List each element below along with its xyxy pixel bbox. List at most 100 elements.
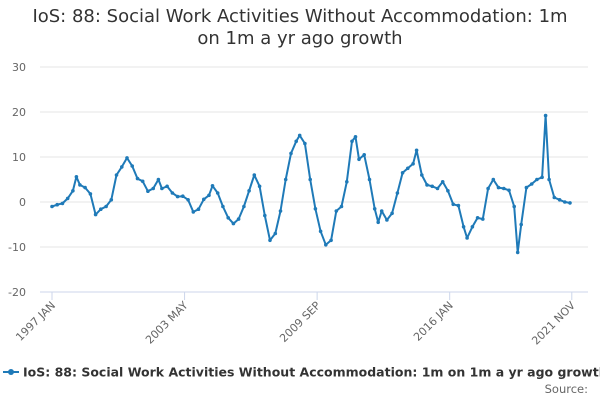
data-point[interactable]	[568, 201, 572, 205]
data-point[interactable]	[257, 184, 262, 189]
data-point[interactable]	[104, 204, 108, 209]
data-point[interactable]	[236, 217, 241, 221]
data-point[interactable]	[379, 209, 384, 213]
data-point[interactable]	[345, 180, 349, 184]
data-point[interactable]	[196, 207, 201, 211]
data-point[interactable]	[215, 191, 220, 195]
data-point[interactable]	[456, 203, 461, 208]
data-point[interactable]	[247, 189, 251, 193]
data-point[interactable]	[308, 177, 313, 182]
data-point[interactable]	[420, 173, 424, 177]
data-point[interactable]	[470, 225, 475, 229]
data-point[interactable]	[93, 212, 98, 217]
data-point[interactable]	[507, 188, 511, 193]
data-point[interactable]	[202, 197, 206, 202]
data-point[interactable]	[146, 189, 150, 193]
data-point[interactable]	[406, 166, 410, 171]
data-point[interactable]	[414, 148, 419, 153]
data-point[interactable]	[435, 186, 440, 191]
data-point[interactable]	[130, 164, 134, 168]
data-point[interactable]	[324, 243, 328, 247]
data-point[interactable]	[297, 133, 302, 138]
data-point[interactable]	[318, 229, 323, 234]
data-point[interactable]	[357, 157, 361, 162]
data-point[interactable]	[83, 185, 87, 190]
data-point[interactable]	[400, 171, 405, 175]
data-point[interactable]	[425, 183, 429, 187]
data-point[interactable]	[515, 250, 520, 255]
data-point[interactable]	[535, 177, 539, 182]
data-point[interactable]	[547, 177, 551, 182]
data-point[interactable]	[283, 177, 288, 182]
data-point[interactable]	[210, 184, 215, 188]
data-point[interactable]	[114, 173, 119, 177]
data-point[interactable]	[540, 175, 544, 180]
data-point[interactable]	[181, 194, 185, 198]
data-point[interactable]	[191, 210, 196, 214]
data-point[interactable]	[99, 207, 103, 211]
data-point[interactable]	[65, 196, 70, 201]
data-point[interactable]	[353, 135, 358, 139]
data-point[interactable]	[226, 216, 230, 220]
data-point[interactable]	[151, 186, 155, 191]
data-point[interactable]	[329, 238, 333, 243]
data-point[interactable]	[268, 238, 272, 243]
data-point[interactable]	[109, 198, 114, 202]
data-point[interactable]	[491, 177, 496, 182]
data-point[interactable]	[372, 207, 377, 211]
data-point[interactable]	[334, 209, 339, 213]
data-point[interactable]	[502, 186, 506, 191]
data-point[interactable]	[294, 139, 299, 144]
data-point[interactable]	[252, 173, 257, 177]
data-point[interactable]	[278, 209, 283, 213]
data-point[interactable]	[263, 213, 267, 218]
data-point[interactable]	[160, 186, 164, 191]
data-point[interactable]	[74, 175, 79, 179]
data-point[interactable]	[475, 216, 480, 220]
data-point[interactable]	[411, 162, 415, 166]
data-point[interactable]	[60, 201, 65, 206]
data-point[interactable]	[165, 184, 169, 189]
data-point[interactable]	[481, 217, 485, 221]
data-point[interactable]	[362, 153, 367, 157]
data-point[interactable]	[385, 218, 389, 222]
data-point[interactable]	[186, 198, 190, 202]
data-point[interactable]	[125, 156, 129, 160]
data-point[interactable]	[529, 182, 534, 186]
data-point[interactable]	[78, 183, 82, 187]
data-point[interactable]	[552, 195, 557, 200]
data-point[interactable]	[519, 222, 523, 227]
data-point[interactable]	[395, 191, 400, 195]
data-point[interactable]	[120, 165, 124, 169]
data-point[interactable]	[557, 198, 562, 202]
data-point[interactable]	[170, 191, 175, 195]
data-point[interactable]	[486, 186, 490, 191]
data-point[interactable]	[440, 180, 445, 184]
data-point[interactable]	[273, 231, 278, 236]
legend[interactable]: IoS: 88: Social Work Activities Without …	[3, 365, 600, 380]
data-point[interactable]	[156, 177, 161, 182]
data-point[interactable]	[175, 194, 180, 199]
data-point[interactable]	[242, 204, 246, 209]
data-point[interactable]	[88, 192, 93, 196]
data-point[interactable]	[376, 220, 381, 225]
data-point[interactable]	[465, 236, 469, 240]
data-point[interactable]	[303, 141, 307, 146]
data-point[interactable]	[55, 202, 59, 207]
data-point[interactable]	[313, 207, 318, 211]
data-point[interactable]	[207, 193, 211, 198]
data-point[interactable]	[350, 139, 354, 144]
data-point[interactable]	[461, 225, 466, 229]
data-point[interactable]	[367, 177, 372, 182]
data-point[interactable]	[496, 185, 501, 190]
data-point[interactable]	[135, 176, 140, 181]
data-point[interactable]	[563, 200, 567, 204]
data-point[interactable]	[50, 204, 54, 209]
data-point[interactable]	[231, 221, 236, 226]
data-point[interactable]	[451, 202, 456, 207]
data-point[interactable]	[339, 204, 344, 209]
data-point[interactable]	[430, 184, 435, 189]
data-point[interactable]	[221, 204, 225, 209]
data-point[interactable]	[71, 189, 75, 193]
data-point[interactable]	[512, 204, 516, 209]
